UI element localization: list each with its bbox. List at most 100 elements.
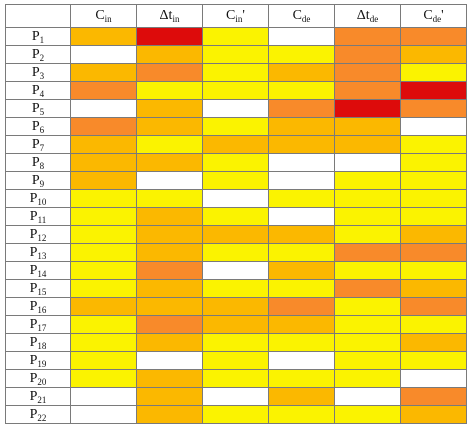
- heat-cell: [202, 351, 269, 370]
- label-base: P: [29, 352, 38, 368]
- label-subscript: de: [369, 14, 379, 24]
- table-row: P1: [5, 27, 467, 46]
- row-label: P4: [5, 81, 71, 100]
- row-label: P13: [5, 243, 71, 262]
- label-subscript: 20: [37, 376, 47, 387]
- heat-cell: [400, 81, 467, 100]
- heat-cell: [334, 207, 401, 226]
- row-label: P18: [5, 333, 71, 352]
- heat-cell: [268, 225, 335, 244]
- heat-cell: [400, 315, 467, 334]
- label-base: Δt: [159, 8, 173, 23]
- heat-cell: [202, 27, 269, 46]
- heat-cell: [400, 99, 467, 118]
- table-row: P4: [5, 81, 467, 100]
- heat-cell: [136, 297, 203, 316]
- heat-cell: [202, 225, 269, 244]
- heat-cell: [70, 387, 137, 406]
- label-base: P: [31, 172, 40, 188]
- heat-cell: [268, 99, 335, 118]
- label-base: C: [292, 8, 302, 23]
- heat-cell: [400, 171, 467, 190]
- label-subscript: in: [104, 14, 112, 24]
- table-row: P3: [5, 63, 467, 82]
- heat-cell: [202, 135, 269, 154]
- table-row: P10: [5, 189, 467, 208]
- label-base: P: [29, 262, 38, 278]
- row-label: P1: [5, 27, 71, 46]
- label-base: P: [31, 154, 40, 170]
- label-subscript: in: [172, 14, 180, 24]
- heat-cell: [334, 27, 401, 46]
- heat-cell: [202, 405, 269, 424]
- heat-cell: [268, 315, 335, 334]
- row-label: P21: [5, 387, 71, 406]
- heat-cell: [136, 189, 203, 208]
- heat-cell: [400, 243, 467, 262]
- label-subscript: 21: [37, 394, 47, 405]
- heat-cell: [400, 27, 467, 46]
- label-base: P: [29, 244, 38, 260]
- heat-cell: [202, 369, 269, 388]
- heat-cell: [136, 243, 203, 262]
- label-base: P: [29, 370, 38, 386]
- heat-cell: [136, 351, 203, 370]
- column-header: Cin': [202, 4, 269, 28]
- heat-cell: [334, 369, 401, 388]
- heat-cell: [202, 207, 269, 226]
- heat-cell: [334, 315, 401, 334]
- row-label: P17: [5, 315, 71, 334]
- heat-cell: [136, 369, 203, 388]
- heatmap-container: Cin Δtin Cin' Cde Δtde Cde' P1 P2 P3 P4 P5 P6 P7 P8 P…: [5, 4, 467, 424]
- heat-cell: [334, 279, 401, 298]
- label-subscript: 14: [37, 268, 47, 279]
- label-subscript: 12: [37, 232, 47, 243]
- heat-cell: [202, 153, 269, 172]
- table-row: P22: [5, 405, 467, 424]
- heat-cell: [400, 369, 467, 388]
- label-base: P: [29, 406, 38, 422]
- heat-cell: [136, 45, 203, 64]
- label-base: P: [29, 316, 38, 332]
- label-base: P: [29, 190, 38, 206]
- heat-cell: [70, 135, 137, 154]
- heat-cell: [268, 27, 335, 46]
- label-base: P: [29, 208, 38, 224]
- heat-cell: [202, 261, 269, 280]
- heat-cell: [136, 405, 203, 424]
- corner-cell: [5, 4, 71, 28]
- heat-cell: [400, 405, 467, 424]
- heat-cell: [202, 189, 269, 208]
- heat-cell: [268, 45, 335, 64]
- label-subscript: 9: [39, 178, 45, 189]
- column-header: Cde: [268, 4, 335, 28]
- heat-cell: [202, 297, 269, 316]
- heat-cell: [268, 351, 335, 370]
- heat-cell: [136, 279, 203, 298]
- heat-cell: [70, 405, 137, 424]
- label-subscript: 22: [37, 412, 47, 423]
- heat-cell: [136, 315, 203, 334]
- label-subscript: 19: [37, 358, 47, 369]
- row-label: P16: [5, 297, 71, 316]
- heat-cell: [136, 225, 203, 244]
- column-header: Cde': [400, 4, 467, 28]
- heat-cell: [202, 315, 269, 334]
- table-row: P6: [5, 117, 467, 136]
- heat-cell: [268, 369, 335, 388]
- label-base: P: [29, 280, 38, 296]
- heat-cell: [268, 189, 335, 208]
- heat-cell: [136, 387, 203, 406]
- column-header: Δtin: [136, 4, 203, 28]
- heat-cell: [202, 171, 269, 190]
- heat-cell: [400, 207, 467, 226]
- label-subscript: 3: [39, 70, 45, 81]
- table-row: P5: [5, 99, 467, 118]
- heat-cell: [136, 27, 203, 46]
- heat-cell: [334, 387, 401, 406]
- heat-cell: [70, 351, 137, 370]
- column-header: Δtde: [334, 4, 401, 28]
- heat-cell: [70, 45, 137, 64]
- heat-cell: [202, 243, 269, 262]
- label-base: P: [29, 298, 38, 314]
